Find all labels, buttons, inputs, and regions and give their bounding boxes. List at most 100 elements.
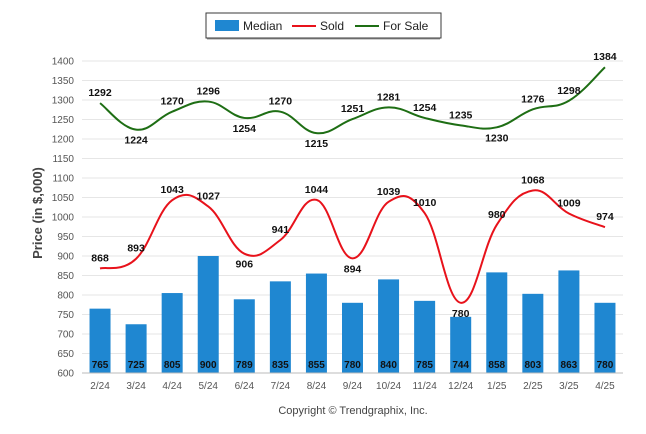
y-tick-label: 1350 bbox=[52, 76, 75, 87]
y-tick-label: 1100 bbox=[52, 174, 74, 185]
median-bar bbox=[89, 308, 111, 373]
median-bar-label: 765 bbox=[92, 360, 109, 371]
median-bar-label: 835 bbox=[272, 360, 289, 371]
x-tick-label: 4/24 bbox=[162, 381, 182, 392]
median-bar-label: 744 bbox=[452, 360, 469, 371]
sold-point-label: 974 bbox=[596, 211, 614, 223]
series-lines bbox=[99, 66, 606, 304]
y-tick-label: 900 bbox=[57, 252, 74, 263]
for-sale-point-label: 1281 bbox=[377, 91, 401, 103]
median-bar bbox=[342, 302, 363, 373]
median-bar-label: 863 bbox=[561, 360, 578, 371]
median-bar bbox=[450, 316, 472, 373]
x-tick-label: 2/25 bbox=[523, 381, 543, 392]
copyright-text: Copyright © Trendgraphix, Inc. bbox=[278, 405, 427, 417]
median-bar bbox=[414, 300, 436, 373]
y-tick-label: 1200 bbox=[52, 135, 75, 146]
x-tick-label: 10/24 bbox=[376, 381, 401, 392]
median-bar bbox=[269, 281, 291, 373]
y-tick-label: 1400 bbox=[52, 57, 75, 68]
median-bar bbox=[305, 273, 327, 373]
median-bar-label: 785 bbox=[416, 360, 433, 371]
for-sale-point-label: 1230 bbox=[485, 132, 509, 144]
sold-point-label: 1010 bbox=[413, 197, 437, 209]
x-tick-label: 3/24 bbox=[126, 381, 146, 392]
median-bar-label: 858 bbox=[488, 360, 505, 371]
median-bars bbox=[89, 256, 616, 373]
x-tick-label: 11/24 bbox=[412, 381, 437, 392]
sold-point-label: 980 bbox=[488, 209, 506, 221]
x-tick-label: 3/25 bbox=[559, 381, 579, 392]
for-sale-point-label: 1254 bbox=[233, 123, 257, 135]
y-tick-label: 800 bbox=[57, 291, 74, 302]
median-bar bbox=[125, 324, 147, 373]
median-bar-label: 780 bbox=[597, 360, 614, 371]
y-tick-label: 950 bbox=[57, 232, 74, 243]
sold-line bbox=[99, 189, 606, 304]
axes: 600 650 700 750 800 850 900 950 1000 1050 1100 1150… bbox=[52, 57, 623, 392]
for-sale-point-label: 1251 bbox=[341, 103, 365, 115]
y-tick-label: 700 bbox=[57, 330, 74, 341]
sold-point-label: 941 bbox=[272, 224, 290, 236]
median-bar-label: 789 bbox=[236, 360, 253, 371]
x-tick-label: 5/24 bbox=[198, 381, 218, 392]
y-axis-title: Price (in $,000) bbox=[30, 167, 45, 259]
y-tick-label: 1000 bbox=[52, 213, 75, 224]
x-tick-label: 1/25 bbox=[487, 381, 507, 392]
y-tick-label: 1050 bbox=[52, 193, 75, 204]
for-sale-point-label: 1254 bbox=[413, 102, 437, 114]
point-labels: 765 725 805 900 789 835 855 780 840 785 744 858 803 8… bbox=[88, 51, 616, 371]
sold-point-label: 1027 bbox=[197, 190, 221, 202]
sold-point-label: 1039 bbox=[377, 186, 401, 198]
sold-point-label: 1044 bbox=[305, 184, 329, 196]
y-tick-label: 600 bbox=[57, 369, 74, 380]
y-tick-label: 1250 bbox=[52, 115, 75, 126]
y-tick-label: 650 bbox=[57, 349, 74, 360]
for-sale-point-label: 1224 bbox=[124, 135, 148, 147]
sold-point-label: 1043 bbox=[160, 184, 184, 196]
median-bar bbox=[233, 299, 255, 373]
x-tick-label: 2/24 bbox=[90, 381, 110, 392]
x-tick-label: 12/24 bbox=[448, 381, 473, 392]
median-bar bbox=[161, 293, 183, 373]
median-bar-label: 780 bbox=[344, 360, 361, 371]
legend-frame bbox=[205, 12, 442, 39]
for-sale-point-label: 1276 bbox=[521, 93, 545, 105]
x-tick-label: 8/24 bbox=[307, 381, 327, 392]
median-bar-label: 900 bbox=[200, 360, 217, 371]
for-sale-line bbox=[99, 66, 606, 135]
for-sale-point-label: 1270 bbox=[160, 96, 184, 108]
legend-swatch-median bbox=[215, 20, 239, 31]
median-bar bbox=[197, 256, 219, 373]
for-sale-point-label: 1298 bbox=[557, 85, 581, 97]
x-tick-label: 4/25 bbox=[595, 381, 615, 392]
sold-point-label: 1068 bbox=[521, 174, 545, 186]
sold-point-label: 894 bbox=[344, 263, 362, 275]
sold-point-label: 868 bbox=[91, 252, 109, 264]
sold-point-label: 893 bbox=[127, 243, 145, 255]
legend-label-for-sale: For Sale bbox=[383, 19, 429, 33]
median-bar-label: 855 bbox=[308, 360, 325, 371]
for-sale-point-label: 1384 bbox=[593, 51, 617, 63]
median-bar-label: 803 bbox=[524, 360, 541, 371]
median-bar-label: 725 bbox=[128, 360, 145, 371]
y-tick-label: 850 bbox=[57, 271, 74, 282]
for-sale-point-label: 1270 bbox=[269, 96, 293, 108]
median-bar bbox=[486, 272, 508, 373]
for-sale-point-label: 1235 bbox=[449, 109, 473, 121]
median-bar bbox=[558, 270, 580, 373]
x-tick-label: 6/24 bbox=[235, 381, 255, 392]
median-bar-label: 840 bbox=[380, 360, 397, 371]
legend-label-median: Median bbox=[243, 19, 282, 33]
y-tick-label: 750 bbox=[57, 310, 74, 321]
sold-point-label: 780 bbox=[452, 308, 470, 320]
y-tick-label: 1150 bbox=[52, 154, 74, 165]
x-tick-label: 7/24 bbox=[271, 381, 291, 392]
median-bar-label: 805 bbox=[164, 360, 181, 371]
x-tick-label: 9/24 bbox=[343, 381, 363, 392]
y-tick-label: 1300 bbox=[52, 96, 75, 107]
median-bar bbox=[378, 279, 400, 373]
chart-legend: Median Sold For Sale bbox=[205, 12, 442, 40]
legend-label-sold: Sold bbox=[320, 19, 344, 33]
